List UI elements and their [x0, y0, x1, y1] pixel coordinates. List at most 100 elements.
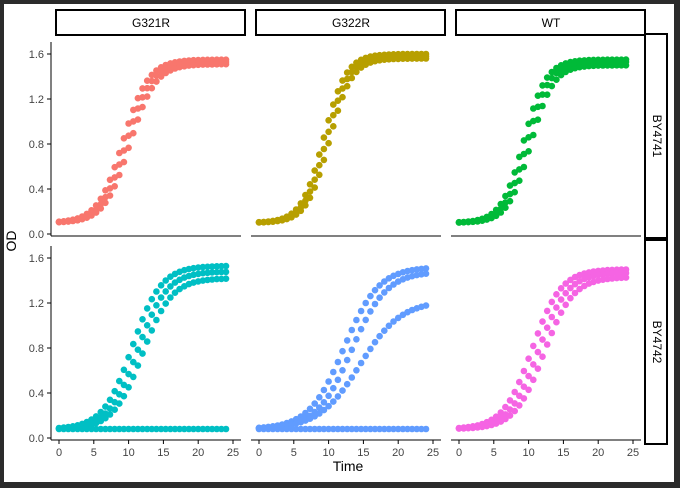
- data-point: [608, 270, 616, 277]
- data-point: [139, 425, 146, 433]
- data-point: [381, 289, 388, 296]
- data-point: [316, 151, 323, 158]
- data-point: [148, 425, 156, 433]
- x-tick-label: 20: [192, 447, 204, 459]
- data-point: [381, 425, 388, 433]
- x-tick-label: 0: [56, 447, 62, 459]
- data-point: [371, 286, 379, 294]
- x-tick-label: 25: [627, 447, 639, 459]
- data-point: [311, 425, 319, 433]
- y-tick-label: 0.4: [29, 184, 44, 196]
- data-point: [171, 425, 179, 433]
- data-point: [530, 361, 537, 368]
- data-point: [618, 62, 625, 69]
- data-point: [153, 78, 160, 85]
- data-point: [325, 425, 332, 433]
- data-point: [139, 103, 146, 111]
- data-point: [320, 406, 328, 414]
- y-tick-label: 0.8: [29, 139, 44, 151]
- data-point: [208, 61, 216, 68]
- data-point: [539, 82, 546, 89]
- data-point: [116, 400, 123, 407]
- data-point: [106, 425, 114, 433]
- data-point: [74, 425, 81, 433]
- data-point: [348, 326, 356, 334]
- facet-label-wt: WT: [542, 16, 561, 30]
- data-point: [143, 84, 151, 92]
- data-point: [385, 284, 393, 292]
- data-point: [83, 425, 91, 433]
- y-tick-label: 0.4: [29, 388, 44, 400]
- data-point: [167, 283, 174, 290]
- data-point: [120, 425, 128, 433]
- data-point: [194, 61, 202, 69]
- data-point: [543, 91, 551, 98]
- data-point: [390, 318, 397, 325]
- data-point: [534, 116, 542, 123]
- data-point: [325, 128, 332, 136]
- data-point: [153, 425, 160, 433]
- data-point: [143, 93, 151, 100]
- data-point: [334, 107, 342, 114]
- data-point: [97, 205, 105, 212]
- y-axis-label: OD: [4, 231, 19, 252]
- data-point: [320, 399, 328, 406]
- data-point: [381, 278, 388, 285]
- data-point: [367, 292, 374, 300]
- data-point: [288, 425, 295, 433]
- data-point: [325, 392, 332, 400]
- data-point: [162, 425, 169, 433]
- data-point: [339, 387, 346, 394]
- data-point: [157, 282, 165, 289]
- data-point: [97, 425, 105, 433]
- data-point: [567, 284, 574, 292]
- data-point: [130, 129, 137, 137]
- data-point: [130, 358, 137, 366]
- facet-strip-by4741: [644, 33, 668, 239]
- data-point: [130, 373, 137, 381]
- data-point: [153, 302, 160, 309]
- facet-strip-by4742: [644, 239, 668, 445]
- data-point: [353, 336, 360, 343]
- data-point: [311, 176, 319, 183]
- data-point: [143, 338, 151, 345]
- data-point: [348, 425, 356, 433]
- chart-frame: G321R G322R WT BY4741 BY4742 0.0 0.4 0.8 1.2 1.…: [4, 4, 674, 482]
- x-tick-label: 5: [491, 447, 497, 459]
- panel-by4741-g321r: [55, 56, 230, 226]
- data-point: [348, 74, 356, 82]
- growth-curve-chart: G321R G322R WT BY4741 BY4742 0.0 0.4 0.8 1.2 1.…: [4, 9, 668, 474]
- data-point: [204, 61, 211, 68]
- data-point: [553, 318, 560, 326]
- data-point: [530, 131, 537, 139]
- data-point: [353, 425, 360, 433]
- data-point: [506, 197, 514, 205]
- data-point: [553, 304, 560, 311]
- data-point: [553, 291, 560, 298]
- data-point: [357, 425, 365, 433]
- data-point: [376, 294, 383, 302]
- data-point: [543, 341, 551, 348]
- data-point: [218, 268, 225, 276]
- data-point: [116, 171, 123, 179]
- data-point: [502, 204, 509, 211]
- data-point: [153, 288, 160, 295]
- data-point: [376, 425, 383, 433]
- data-point: [557, 71, 565, 79]
- data-point: [422, 270, 430, 278]
- data-point: [130, 340, 137, 348]
- data-point: [516, 177, 523, 184]
- data-point: [120, 392, 128, 400]
- data-point: [381, 327, 388, 335]
- data-point: [339, 93, 346, 101]
- data-point: [185, 425, 193, 433]
- x-tick-label: 10: [522, 447, 534, 459]
- data-point: [125, 425, 132, 433]
- data-point: [362, 299, 370, 307]
- data-point: [283, 425, 291, 433]
- x-tick-label: 0: [256, 447, 262, 459]
- data-point: [339, 367, 346, 374]
- data-point: [422, 265, 430, 272]
- data-point: [65, 425, 72, 433]
- data-point: [413, 425, 421, 433]
